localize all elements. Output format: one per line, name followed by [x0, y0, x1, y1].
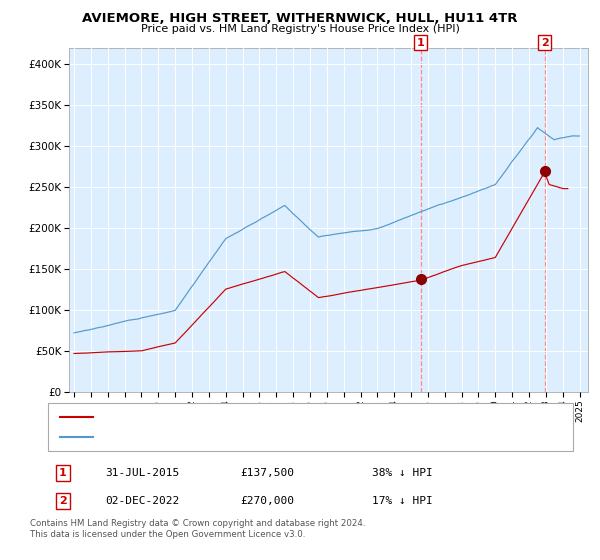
- Text: 31-JUL-2015: 31-JUL-2015: [105, 468, 179, 478]
- Text: 2: 2: [541, 38, 548, 48]
- Text: AVIEMORE, HIGH STREET, WITHERNWICK, HULL, HU11 4TR: AVIEMORE, HIGH STREET, WITHERNWICK, HULL…: [82, 12, 518, 25]
- Text: This data is licensed under the Open Government Licence v3.0.: This data is licensed under the Open Gov…: [30, 530, 305, 539]
- Text: AVIEMORE, HIGH STREET, WITHERNWICK, HULL, HU11 4TR (detached house): AVIEMORE, HIGH STREET, WITHERNWICK, HULL…: [99, 412, 463, 421]
- Text: Contains HM Land Registry data © Crown copyright and database right 2024.: Contains HM Land Registry data © Crown c…: [30, 519, 365, 528]
- Text: 2: 2: [59, 496, 67, 506]
- Text: £137,500: £137,500: [240, 468, 294, 478]
- Text: 02-DEC-2022: 02-DEC-2022: [105, 496, 179, 506]
- Text: Price paid vs. HM Land Registry's House Price Index (HPI): Price paid vs. HM Land Registry's House …: [140, 24, 460, 34]
- Text: 1: 1: [59, 468, 67, 478]
- Text: HPI: Average price, detached house, East Riding of Yorkshire: HPI: Average price, detached house, East…: [99, 433, 386, 442]
- Text: 1: 1: [417, 38, 425, 48]
- Text: 17% ↓ HPI: 17% ↓ HPI: [372, 496, 433, 506]
- Text: £270,000: £270,000: [240, 496, 294, 506]
- Text: 38% ↓ HPI: 38% ↓ HPI: [372, 468, 433, 478]
